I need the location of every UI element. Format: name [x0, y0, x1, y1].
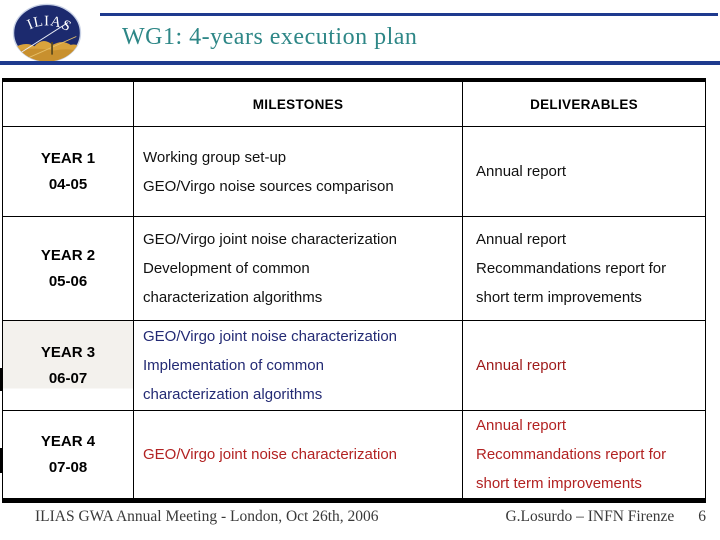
milestone-line: characterization algorithms [143, 386, 323, 403]
milestones-cell-2: GEO/Virgo joint noise characterization D… [134, 217, 463, 321]
milestone-line: GEO/Virgo joint noise characterization [143, 328, 398, 345]
year-label: YEAR 4 [40, 432, 96, 450]
year-label: YEAR 2 [40, 246, 96, 264]
milestone-line: GEO/Virgo noise sources comparison [143, 177, 394, 195]
execution-plan-table: MILESTONES DELIVERABLES YEAR 1 04-05 Wor… [2, 78, 706, 503]
year-label: YEAR 1 [40, 149, 96, 167]
year-period: 05-06 [48, 272, 88, 290]
footer-meeting-info: ILIAS GWA Annual Meeting - London, Oct 2… [35, 508, 379, 525]
deliverable-line: Recommandations report for [476, 260, 667, 277]
footer-right: G.Losurdo – INFN Firenze 6 [505, 508, 706, 526]
table-header-milestones: MILESTONES [134, 82, 463, 127]
milestone-line: characterization algorithms [143, 289, 323, 306]
page-title: WG1: 4-years execution plan [122, 24, 418, 50]
deliverable-line: Annual report [476, 231, 567, 248]
year-label: YEAR 3 [40, 343, 96, 361]
textbox-shadow-artifact [0, 368, 3, 391]
ilias-logo: ILIAS [12, 3, 82, 68]
deliverable-line: short term improvements [476, 289, 642, 306]
milestone-line: GEO/Virgo joint noise characterization [143, 446, 398, 463]
year-period: 06-07 [48, 369, 88, 387]
milestone-line: GEO/Virgo joint noise characterization [143, 231, 398, 248]
milestones-cell-4: GEO/Virgo joint noise characterization [134, 411, 463, 498]
deliverable-line: Annual report [476, 163, 567, 180]
deliverables-cell-2: Annual report Recommandations report for… [463, 217, 705, 321]
page-number: 6 [698, 508, 706, 525]
deliverables-cell-4: Annual report Recommandations report for… [463, 411, 705, 498]
deliverables-cell-3: Annual report [463, 321, 705, 411]
header-rule-top [100, 13, 718, 16]
year-cell-1: YEAR 1 04-05 [3, 127, 134, 217]
deliverable-line: short term improvements [476, 475, 642, 492]
textbox-shadow-artifact [0, 448, 3, 473]
milestone-line: Implementation of common [143, 357, 324, 374]
deliverable-line: Recommandations report for [476, 446, 667, 463]
year-period: 04-05 [48, 175, 88, 193]
year-period: 07-08 [48, 458, 88, 476]
year-cell-3: YEAR 3 06-07 [3, 321, 134, 411]
table-header-year [3, 82, 134, 127]
logo-text: ILIAS [25, 13, 73, 35]
year-cell-4: YEAR 4 07-08 [3, 411, 134, 498]
footer-author: G.Losurdo – INFN Firenze [505, 508, 675, 525]
header-rule-bottom [0, 61, 720, 65]
year-cell-2: YEAR 2 05-06 [3, 217, 134, 321]
deliverable-line: Annual report [476, 357, 567, 374]
milestones-cell-3: GEO/Virgo joint noise characterization I… [134, 321, 463, 411]
table-header-deliverables: DELIVERABLES [463, 82, 705, 127]
deliverable-line: Annual report [476, 417, 567, 434]
milestone-line: Working group set-up [143, 148, 287, 166]
svg-text:ILIAS: ILIAS [25, 13, 74, 35]
milestones-cell-1: Working group set-up GEO/Virgo noise sou… [134, 127, 463, 217]
milestone-line: Development of common [143, 260, 310, 277]
deliverables-cell-1: Annual report [463, 127, 705, 217]
ilias-logo-icon: ILIAS [12, 3, 82, 63]
